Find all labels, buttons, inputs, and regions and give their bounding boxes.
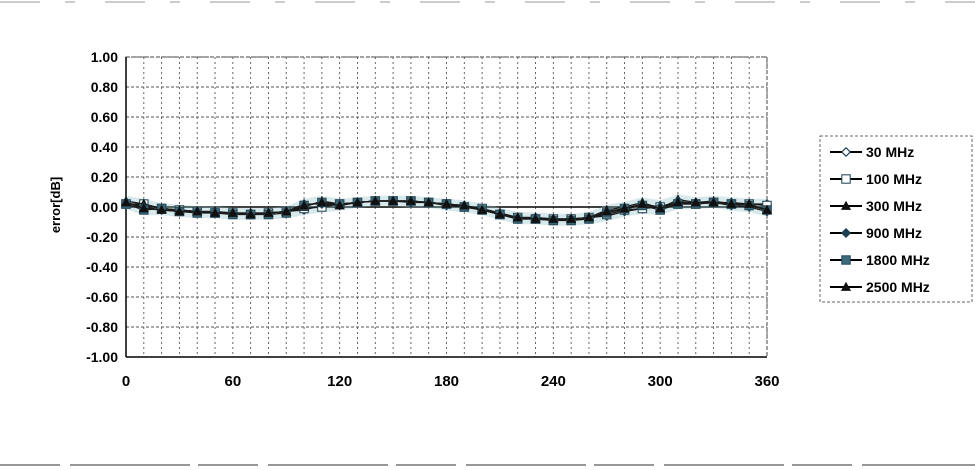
- series-2500-mhz: [120, 195, 773, 223]
- y-tick-label: -0.80: [86, 319, 118, 335]
- data-point: [655, 203, 666, 213]
- data-point: [726, 198, 737, 208]
- legend-item: 900 MHz: [830, 225, 922, 241]
- legend-label: 2500 MHz: [866, 279, 930, 295]
- data-point: [245, 209, 256, 219]
- y-tick-label: 0.40: [91, 139, 118, 155]
- data-point: [690, 197, 701, 207]
- data-point: [156, 204, 167, 214]
- x-tick-label: 180: [434, 373, 459, 390]
- legend-marker: [841, 255, 851, 265]
- data-point: [370, 195, 381, 205]
- legend-marker: [840, 146, 852, 158]
- y-tick-label: -0.40: [86, 259, 118, 275]
- data-point: [423, 197, 434, 207]
- data-point: [566, 213, 577, 223]
- legend-item: 100 MHz: [830, 171, 922, 187]
- data-point: [441, 198, 452, 208]
- legend-marker: [840, 227, 852, 239]
- data-point: [405, 195, 416, 205]
- y-tick-label: 0.80: [91, 79, 118, 95]
- data-point: [512, 212, 523, 222]
- data-point: [299, 200, 310, 210]
- y-tick-label: 0.60: [91, 109, 118, 125]
- data-point: [637, 198, 648, 208]
- data-point: [530, 213, 541, 223]
- y-tick-label: -0.20: [86, 229, 118, 245]
- data-point: [281, 206, 292, 216]
- legend-label: 900 MHz: [866, 225, 922, 241]
- legend-marker: [840, 200, 852, 210]
- y-tick-label: 1.00: [91, 49, 118, 65]
- x-tick-label: 0: [122, 373, 130, 390]
- series-layer: [120, 194, 773, 226]
- legend-item: 300 MHz: [830, 198, 922, 214]
- data-point: [174, 206, 185, 216]
- legend-label: 30 MHz: [866, 144, 914, 160]
- legend-item: 30 MHz: [830, 144, 914, 160]
- data-point: [459, 200, 470, 210]
- data-point: [316, 197, 327, 207]
- data-point: [352, 197, 363, 207]
- data-point: [672, 197, 684, 207]
- data-point: [619, 203, 630, 213]
- tick-labels: 1.00 0.80 0.60 0.40 0.20 0.00 -0.20 -0.40 -0.60 -…: [86, 49, 779, 390]
- data-point: [334, 200, 345, 210]
- x-tick-label: 120: [327, 373, 352, 390]
- data-point: [227, 207, 238, 217]
- data-point: [138, 203, 149, 213]
- data-point: [708, 197, 719, 207]
- x-tick-label: 60: [224, 373, 241, 390]
- legend-label: 300 MHz: [866, 198, 922, 214]
- data-point: [744, 198, 755, 208]
- y-tick-label: -0.60: [86, 289, 118, 305]
- legend-box: [819, 135, 973, 303]
- legend-item: 1800 MHz: [830, 252, 930, 268]
- data-point: [120, 197, 132, 207]
- data-point: [583, 212, 594, 222]
- y-axis-label: error[dB]: [48, 177, 63, 233]
- data-point: [263, 207, 274, 217]
- data-point: [477, 204, 488, 214]
- x-tick-label: 300: [648, 373, 673, 390]
- x-tick-label: 360: [754, 373, 779, 390]
- data-point: [192, 206, 203, 216]
- data-point: [209, 207, 221, 217]
- data-point: [494, 209, 505, 219]
- legend: 30 MHz 100 MHz 300 MHz 900 MHz 1800 MHz 2500 …: [819, 135, 973, 303]
- legend-marker: [840, 281, 852, 291]
- legend-item: 2500 MHz: [830, 279, 930, 295]
- data-point: [761, 204, 773, 214]
- data-point: [548, 213, 559, 223]
- legend-label: 1800 MHz: [866, 252, 930, 268]
- legend-label: 100 MHz: [866, 171, 922, 187]
- x-tick-label: 240: [541, 373, 566, 390]
- data-point: [601, 206, 612, 216]
- y-tick-label: 0.00: [91, 199, 118, 215]
- y-tick-label: 0.20: [91, 169, 118, 185]
- y-tick-label: -1.00: [86, 349, 118, 365]
- legend-marker: [841, 174, 851, 184]
- data-point: [388, 195, 399, 205]
